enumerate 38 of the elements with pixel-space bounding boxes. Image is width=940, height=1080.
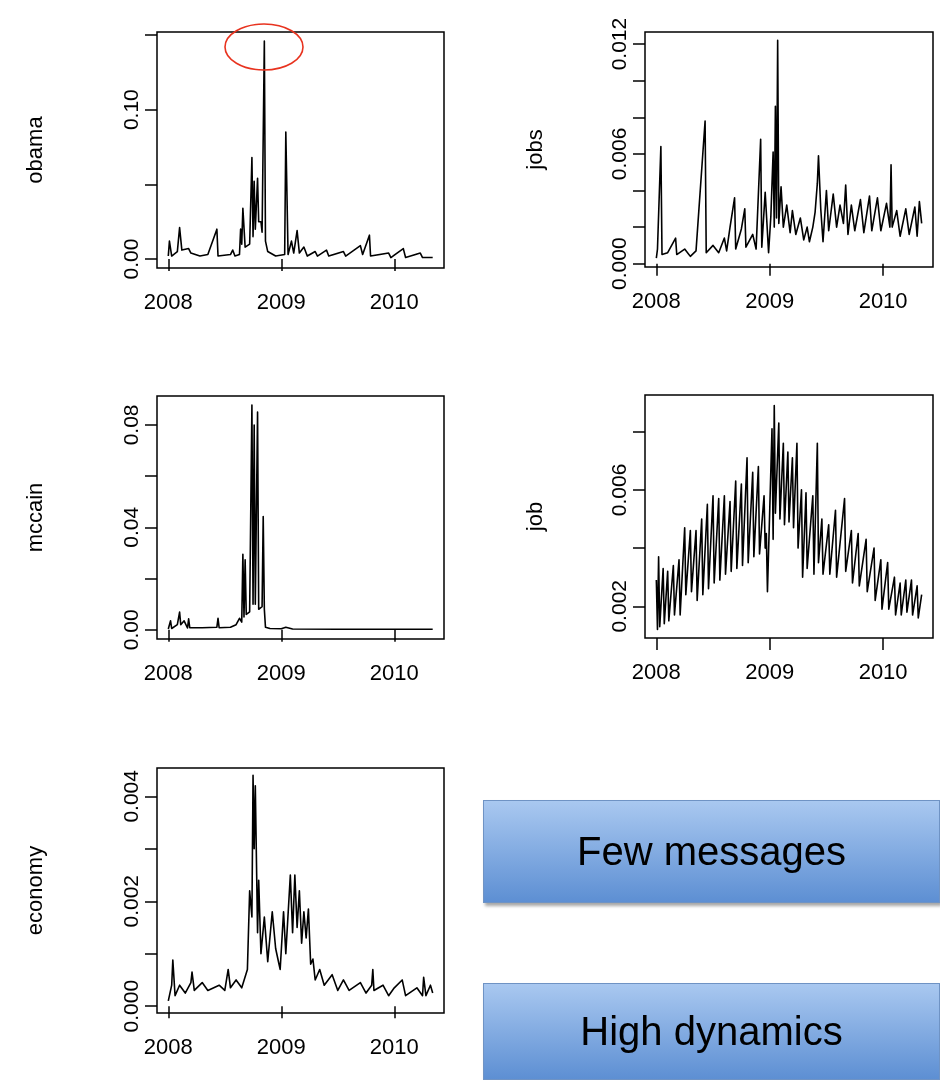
x-tick-label: 2009 [256,1033,306,1059]
x-tick-label: 2008 [143,1033,193,1059]
x-tick-label: 2008 [631,658,681,684]
y-tick-label: 0.10 [119,89,142,131]
y-axis-title: job [521,501,547,533]
line-series [655,39,923,260]
y-tick-label: 0.000 [119,979,142,1033]
y-tick-label: 0.012 [607,17,630,71]
x-tick-label: 2008 [631,287,681,313]
x-tick-label: 2009 [256,659,306,685]
y-axis-title: jobs [521,129,547,171]
x-tick-label: 2010 [858,658,908,684]
x-tick-label: 2009 [745,658,795,684]
y-axis-title: economy [21,845,47,936]
x-tick-label: 2008 [143,659,193,685]
x-tick-label: 2010 [369,288,419,314]
y-tick-label: 0.04 [119,506,142,548]
line-series [655,404,923,631]
x-tick-label: 2010 [858,287,908,313]
x-tick-label: 2010 [369,659,419,685]
y-tick-label: 0.08 [119,404,142,446]
y-tick-label: 0.002 [607,580,630,633]
label-box: High dynamics [483,983,940,1080]
line-series [167,774,434,1002]
y-tick-label: 0.002 [119,874,142,928]
y-tick-label: 0.006 [607,463,630,517]
y-axis-title: obama [21,115,47,184]
x-tick-label: 2009 [745,287,795,313]
y-tick-label: 0.000 [607,237,630,290]
y-tick-label: 0.00 [119,238,142,280]
y-tick-label: 0.00 [119,609,142,651]
x-tick-label: 2008 [143,288,193,314]
label-box: Few messages [483,800,940,903]
y-axis-title: mccain [21,482,47,553]
y-tick-label: 0.004 [119,769,142,823]
x-tick-label: 2010 [369,1033,419,1059]
x-tick-label: 2009 [256,288,306,314]
y-tick-label: 0.006 [607,127,630,181]
